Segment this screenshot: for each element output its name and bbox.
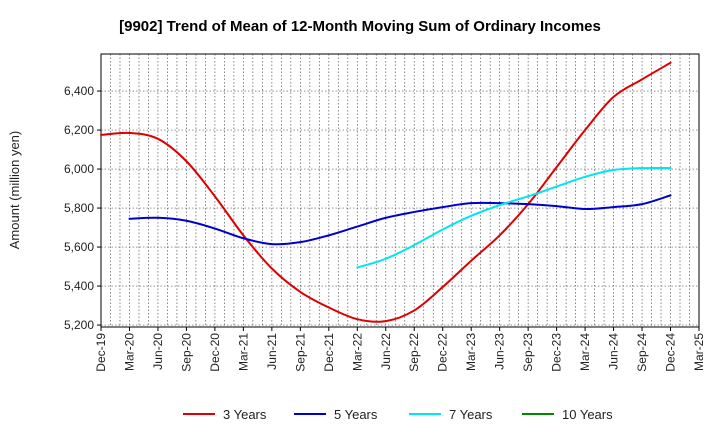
x-tick-label: Jun-23 (493, 333, 507, 370)
x-tick-label: Dec-21 (322, 333, 336, 372)
x-tick-label: Sep-24 (635, 333, 649, 372)
y-tick-label: 6,200 (64, 123, 94, 137)
y-tick-label: 5,800 (64, 201, 94, 215)
x-tick-label: Mar-24 (578, 333, 592, 371)
x-tick-label: Sep-21 (293, 333, 307, 372)
x-tick-label: Sep-23 (521, 333, 535, 372)
plot-area (101, 54, 699, 327)
series-line-7-years (356, 166, 672, 269)
x-tick-label: Mar-22 (350, 333, 364, 371)
x-tick-label: Dec-24 (664, 333, 678, 372)
plot-border (100, 53, 700, 328)
series-line-5-years (128, 194, 672, 246)
x-tick-label: Mar-23 (464, 333, 478, 371)
y-tick-label: 6,000 (64, 162, 94, 176)
x-tick-label: Mar-21 (236, 333, 250, 371)
x-tick-label: Jun-21 (265, 333, 279, 370)
x-tick-label: Dec-22 (436, 333, 450, 372)
y-tick-label: 6,400 (64, 84, 94, 98)
x-tick-label: Jun-22 (379, 333, 393, 370)
legend-label-3-years: 3 Years (223, 407, 267, 422)
legend-label-5-years: 5 Years (334, 407, 378, 422)
x-axis: Dec-19 Mar-20 Jun-20 Sep-20 Dec-20 Mar-21 Jun-… (94, 327, 706, 372)
legend: 3 Years 5 Years 7 Years 10 Years (183, 407, 613, 422)
x-tick-label: Jun-24 (607, 333, 621, 370)
y-tick-label: 5,600 (64, 240, 94, 254)
y-tick-label: 5,200 (64, 318, 94, 332)
series-lines (100, 61, 672, 323)
y-tick-label: 5,400 (64, 279, 94, 293)
x-tick-label: Dec-23 (550, 333, 564, 372)
x-tick-label: Dec-19 (94, 333, 108, 372)
grid-lines (101, 54, 699, 327)
x-tick-label: Sep-22 (407, 333, 421, 372)
series-line-3-years (100, 61, 672, 323)
x-tick-label: Mar-25 (692, 333, 706, 371)
legend-label-7-years: 7 Years (449, 407, 493, 422)
x-tick-label: Dec-20 (208, 333, 222, 372)
x-tick-label: Mar-20 (122, 333, 136, 371)
legend-label-10-years: 10 Years (562, 407, 613, 422)
x-tick-label: Jun-20 (151, 333, 165, 370)
x-tick-label: Sep-20 (179, 333, 193, 372)
y-axis: 5,200 5,400 5,600 5,800 6,000 6,200 6,400 (64, 84, 101, 332)
chart-title: [9902] Trend of Mean of 12-Month Moving … (119, 18, 601, 35)
y-axis-label: Amount (million yen) (7, 131, 22, 250)
